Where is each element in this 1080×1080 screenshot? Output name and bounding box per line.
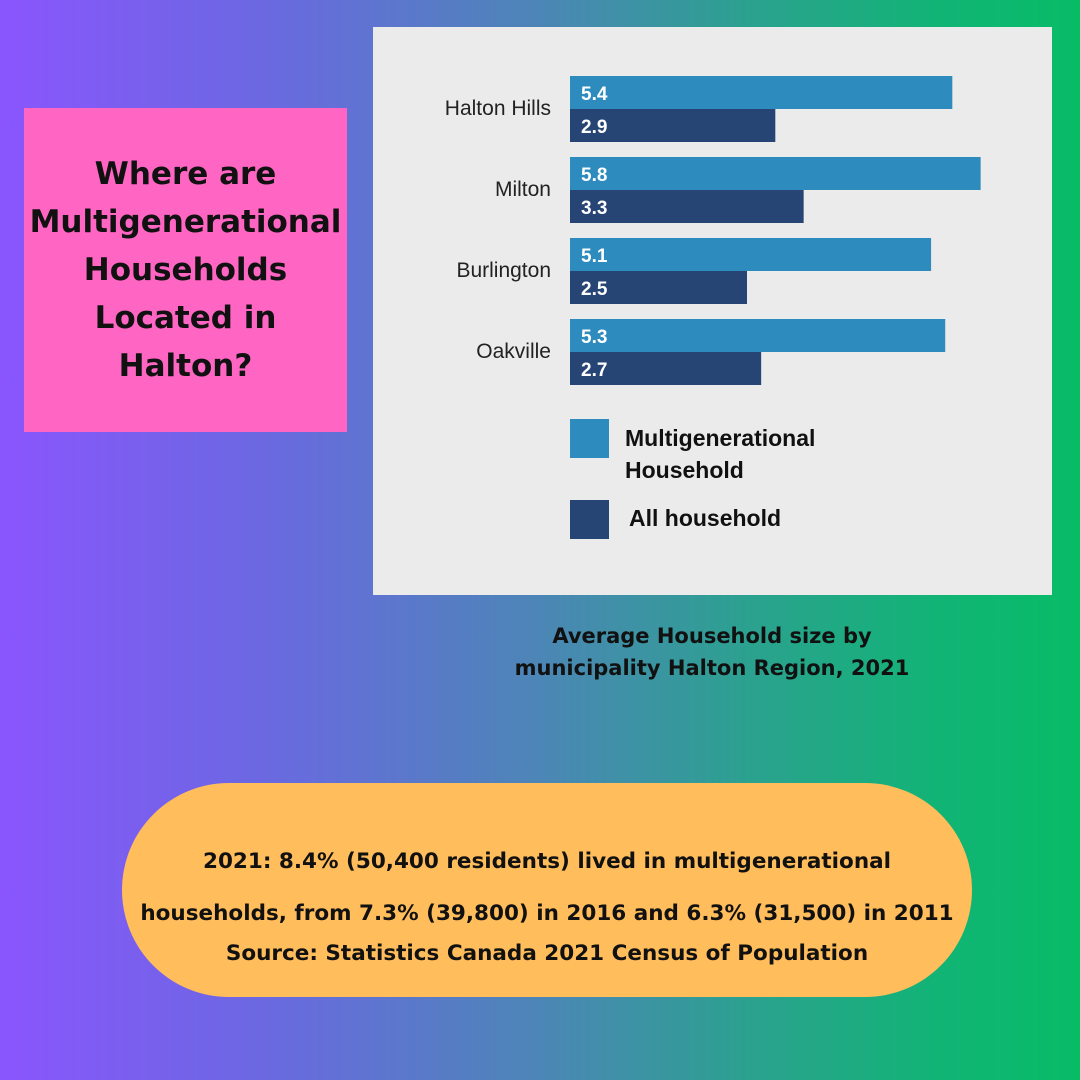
category-label-halton-hills: Halton Hills	[445, 97, 551, 120]
category-label-burlington: Burlington	[456, 259, 551, 282]
page-title: Where are Multigenerational Households L…	[29, 156, 342, 384]
bar-multigenerational-2	[570, 238, 932, 271]
data-label-all-2: 2.5	[581, 279, 608, 300]
title-box: Where are Multigenerational Households L…	[24, 108, 347, 432]
data-label-all-0: 2.9	[581, 117, 607, 138]
bar-chart: Halton Hills 5.4 2.9 Milton 5.8 3.3 Burlington…	[445, 76, 981, 539]
legend-label-all: All household	[629, 505, 781, 531]
bar-multigenerational-1	[570, 157, 981, 190]
category-label-milton: Milton	[495, 178, 551, 201]
data-label-multigenerational-3: 5.3	[581, 327, 607, 348]
data-label-multigenerational-0: 5.4	[581, 84, 608, 105]
bar-multigenerational-0	[570, 76, 953, 109]
bar-multigenerational-3	[570, 319, 946, 352]
bar-all-2	[570, 271, 747, 304]
info-pill: 2021: 8.4% (50,400 residents) lived in m…	[122, 783, 972, 997]
legend-swatch-multigenerational	[570, 419, 609, 458]
info-line-1: 2021: 8.4% (50,400 residents) lived in m…	[203, 849, 891, 874]
category-label-oakville: Oakville	[476, 340, 551, 363]
chart-caption: Average Household size by municipality H…	[514, 624, 910, 680]
bar-all-3	[570, 352, 762, 385]
info-line-2: households, from 7.3% (39,800) in 2016 a…	[140, 901, 954, 926]
data-label-multigenerational-2: 5.1	[581, 246, 608, 267]
source-line: Source: Statistics Canada 2021 Census of…	[225, 941, 869, 966]
bar-all-1	[570, 190, 804, 223]
data-label-multigenerational-1: 5.8	[581, 165, 607, 186]
bar-all-0	[570, 109, 776, 142]
data-label-all-3: 2.7	[581, 360, 607, 381]
data-label-all-1: 3.3	[581, 198, 607, 219]
legend-swatch-all	[570, 500, 609, 539]
legend-label-multigenerational: Multigenerational Household	[625, 425, 815, 483]
chart-panel: Halton Hills 5.4 2.9 Milton 5.8 3.3 Burlington…	[373, 27, 1052, 595]
